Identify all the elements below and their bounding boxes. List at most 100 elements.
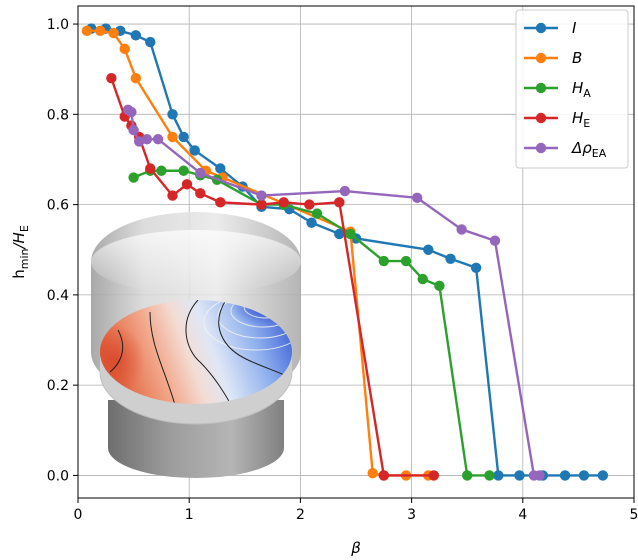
y-tick-label: 0.4 xyxy=(47,288,69,304)
legend-entry: HE xyxy=(524,109,590,130)
data-point xyxy=(417,273,428,285)
data-point xyxy=(128,172,139,183)
legend: IB HA HE ΔρEA xyxy=(515,9,629,169)
x-tick-label: 4 xyxy=(518,507,527,523)
data-point xyxy=(304,199,315,210)
data-point xyxy=(400,255,412,267)
data-point xyxy=(156,165,167,176)
y-tick-label: 0.0 xyxy=(47,468,69,484)
data-point xyxy=(470,262,482,273)
legend-label: B xyxy=(572,49,582,67)
legend-box xyxy=(515,9,629,169)
y-axis-label-rest: /H xyxy=(10,232,28,250)
legend-entry: ΔρEA xyxy=(524,139,607,160)
data-point xyxy=(167,131,178,143)
data-point xyxy=(559,470,571,481)
data-point xyxy=(597,470,609,481)
data-point xyxy=(306,217,317,228)
data-point xyxy=(456,224,467,235)
data-point xyxy=(578,470,590,481)
data-point xyxy=(126,106,137,118)
data-point xyxy=(178,131,189,143)
data-point xyxy=(278,197,289,208)
data-point xyxy=(195,167,206,179)
data-point xyxy=(108,27,119,39)
plot-frame xyxy=(77,5,635,499)
data-point xyxy=(195,188,206,199)
data-point xyxy=(367,467,378,479)
legend-marker xyxy=(535,142,547,154)
data-point xyxy=(378,255,389,267)
legend-marker xyxy=(535,22,547,34)
data-point xyxy=(428,470,440,481)
data-point xyxy=(189,145,200,156)
legend-label: HA xyxy=(572,79,591,100)
data-point xyxy=(215,163,226,174)
data-point xyxy=(128,124,139,136)
y-tick-label: 1.0 xyxy=(47,17,69,33)
x-tick-label: 2 xyxy=(296,507,305,523)
data-point xyxy=(378,470,389,481)
data-point xyxy=(106,73,117,84)
legend-marker xyxy=(535,112,547,124)
data-point xyxy=(119,43,130,55)
data-point xyxy=(130,30,142,41)
data-point xyxy=(423,244,434,255)
axes: 0 1 2 3 4 5 0.0 0.2 0.4 0.6 0.8 1.0 xyxy=(47,5,638,523)
legend-label: ΔρEA xyxy=(571,139,607,160)
y-axis-label-main: h xyxy=(10,269,28,279)
data-point xyxy=(345,228,356,240)
series-line xyxy=(133,169,490,477)
legend-label: HE xyxy=(572,109,590,130)
data-point xyxy=(462,470,473,481)
data-point xyxy=(339,185,351,197)
cylinder-inset-illustration xyxy=(91,212,301,478)
data-point xyxy=(489,235,501,246)
data-point xyxy=(95,25,106,37)
data-point xyxy=(256,199,267,210)
data-point xyxy=(445,253,456,264)
x-tick-label: 3 xyxy=(407,507,416,523)
y-axis-label: hmin/HE xyxy=(10,225,31,279)
data-point xyxy=(334,228,345,240)
data-point xyxy=(145,36,156,48)
data-point xyxy=(130,73,142,84)
data-point xyxy=(152,133,164,145)
data-point xyxy=(514,470,525,481)
y-tick-label: 0.8 xyxy=(47,107,69,123)
data-point xyxy=(145,163,156,174)
data-point xyxy=(434,280,445,292)
data-point xyxy=(141,133,153,145)
x-tick-label: 1 xyxy=(185,507,194,523)
data-point xyxy=(181,179,193,190)
y-axis-label-sub2: E xyxy=(18,225,31,232)
data-series xyxy=(81,23,609,481)
y-tick-label: 0.2 xyxy=(47,378,69,394)
series-3 xyxy=(128,165,495,481)
legend-entry: I xyxy=(524,19,577,37)
data-point xyxy=(534,470,545,481)
y-axis-label-sub: min xyxy=(18,248,31,269)
data-point xyxy=(311,208,323,219)
data-point xyxy=(81,25,93,37)
legend-label: I xyxy=(572,19,577,37)
y-tick-label: 0.6 xyxy=(47,198,69,214)
legend-entry: HA xyxy=(524,79,591,100)
data-point xyxy=(167,190,178,201)
legend-marker xyxy=(535,82,547,94)
data-point xyxy=(256,190,267,201)
data-point xyxy=(334,197,345,208)
x-axis-label: β xyxy=(350,539,361,557)
data-point xyxy=(215,197,226,208)
data-point xyxy=(411,192,423,204)
x-tick-label: 5 xyxy=(630,507,638,523)
legend-entry: B xyxy=(524,49,582,67)
series-5 xyxy=(122,104,545,481)
data-point xyxy=(178,165,189,176)
data-point xyxy=(167,109,178,120)
data-point xyxy=(493,470,504,481)
legend-marker xyxy=(535,52,547,64)
x-tick-label: 0 xyxy=(74,507,83,523)
data-point xyxy=(484,470,495,481)
